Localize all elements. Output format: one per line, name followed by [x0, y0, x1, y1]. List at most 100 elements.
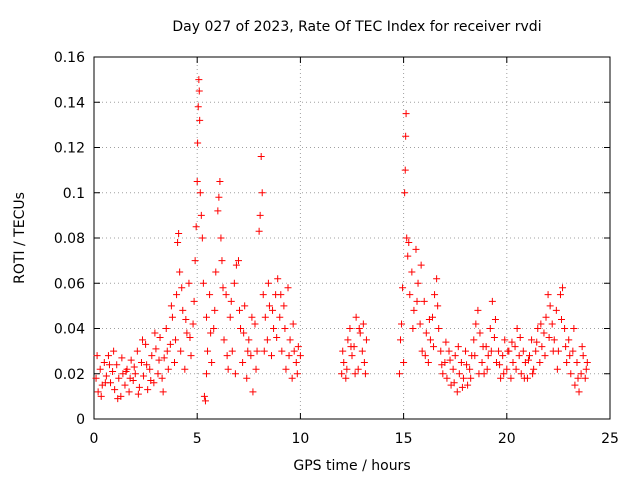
data-point [208, 358, 216, 366]
data-point [360, 358, 368, 366]
data-point [158, 374, 166, 382]
data-point [146, 365, 154, 373]
data-point [503, 365, 511, 373]
data-point [104, 352, 112, 360]
data-point [512, 365, 520, 373]
data-point [218, 257, 226, 265]
data-point [562, 343, 570, 351]
data-point [530, 365, 538, 373]
data-point [451, 352, 459, 360]
data-point [293, 370, 301, 378]
data-point [453, 388, 461, 396]
data-point [435, 325, 443, 332]
data-point [566, 352, 574, 360]
data-point [253, 347, 261, 355]
data-point [559, 284, 567, 292]
data-point [430, 343, 438, 351]
data-point [548, 320, 556, 328]
data-point [162, 325, 170, 332]
data-point [179, 306, 187, 314]
data-point [97, 392, 105, 400]
data-point [92, 374, 100, 382]
data-point [442, 338, 450, 346]
data-point [167, 302, 175, 310]
data-point [497, 374, 505, 382]
data-point [174, 239, 182, 247]
data-point [395, 370, 403, 378]
data-point [463, 361, 471, 369]
data-point [458, 383, 466, 391]
data-point [524, 356, 532, 364]
data-point [154, 370, 162, 378]
data-point [443, 374, 451, 382]
data-point [256, 211, 264, 219]
data-point [577, 370, 585, 378]
data-point [579, 352, 587, 360]
data-point [258, 189, 266, 197]
data-point [549, 347, 557, 355]
data-point [496, 361, 504, 369]
y-tick-label: 0.02 [54, 367, 85, 383]
data-point [575, 388, 583, 396]
data-point [296, 352, 304, 360]
data-point [570, 325, 578, 332]
data-point [499, 352, 507, 360]
data-point [343, 365, 351, 373]
data-point [462, 347, 470, 355]
data-point [282, 365, 290, 373]
data-point [338, 370, 346, 378]
data-point [111, 386, 119, 394]
data-point [166, 340, 174, 348]
data-point [445, 347, 453, 355]
data-point [286, 336, 294, 344]
data-point [434, 302, 442, 310]
data-point [172, 336, 180, 344]
y-tick-label: 0.1 [63, 186, 85, 202]
data-point [348, 352, 356, 360]
data-point [540, 329, 548, 337]
data-point [214, 207, 222, 215]
data-point [183, 329, 191, 337]
data-point [361, 370, 369, 378]
data-point [446, 356, 454, 364]
data-point [223, 352, 231, 360]
data-point [217, 234, 225, 242]
x-tick-label: 5 [193, 431, 202, 447]
data-point [232, 261, 240, 269]
data-point [190, 297, 198, 305]
data-point [202, 313, 210, 321]
data-point [204, 347, 212, 355]
data-point [351, 370, 359, 378]
data-point [472, 320, 480, 328]
y-tick-label: 0 [76, 412, 85, 428]
data-point [200, 392, 208, 400]
data-point [470, 336, 478, 344]
data-point [252, 365, 260, 373]
data-point [206, 291, 214, 299]
data-point [404, 252, 412, 260]
data-point [163, 347, 171, 355]
data-point [207, 329, 215, 337]
data-point [516, 334, 524, 342]
data-point [557, 315, 565, 323]
data-point [191, 257, 199, 265]
data-point [177, 347, 185, 355]
data-point [359, 320, 367, 328]
data-point [397, 336, 405, 344]
data-point [247, 352, 255, 360]
data-point [228, 347, 236, 355]
data-point [212, 268, 220, 276]
data-point [126, 374, 134, 382]
data-point [147, 377, 155, 385]
data-point [164, 365, 172, 373]
y-tick-label: 0.06 [54, 276, 85, 292]
data-point [582, 365, 590, 373]
data-point [425, 315, 433, 323]
data-point [484, 352, 492, 360]
data-point [561, 325, 569, 332]
data-point [418, 347, 426, 355]
data-point [194, 139, 202, 147]
data-point [556, 291, 564, 299]
data-point [281, 325, 289, 332]
